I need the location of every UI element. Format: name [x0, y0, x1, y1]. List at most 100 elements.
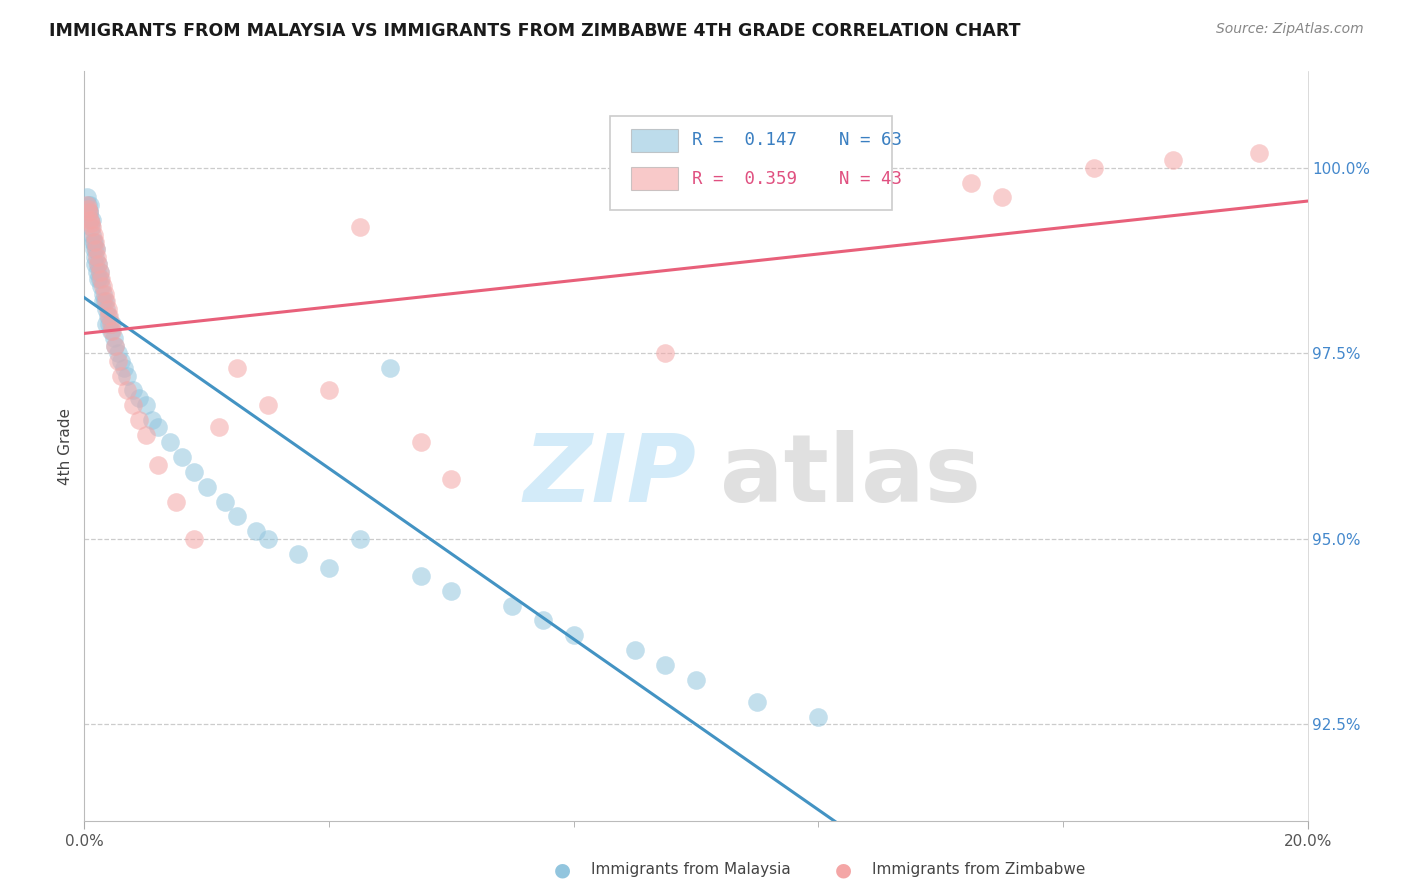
Point [104, 339, 127, 353]
Text: ●: ● [554, 860, 571, 880]
Point [122, 384, 145, 398]
Point [208, 420, 231, 434]
Point [1161, 153, 1184, 168]
Point [91, 294, 114, 309]
Text: ●: ● [835, 860, 852, 880]
Point [146, 420, 169, 434]
Point [90, 279, 112, 293]
Point [135, 398, 157, 412]
Point [245, 524, 267, 539]
Point [77, 202, 100, 216]
Point [94, 294, 117, 309]
Point [409, 569, 432, 583]
Point [80, 220, 103, 235]
Point [135, 428, 157, 442]
Point [287, 547, 309, 561]
Point [146, 458, 169, 472]
Point [960, 176, 983, 190]
Point [562, 628, 585, 642]
Point [103, 331, 125, 345]
Point [77, 205, 100, 219]
Text: R =  0.147    N = 63: R = 0.147 N = 63 [692, 131, 903, 149]
Point [97, 301, 120, 316]
Point [89, 265, 111, 279]
Point [79, 198, 101, 212]
Point [83, 227, 105, 242]
Point [96, 317, 118, 331]
Point [80, 220, 103, 235]
Point [90, 272, 112, 286]
Point [257, 398, 280, 412]
FancyBboxPatch shape [610, 116, 891, 210]
Point [101, 317, 124, 331]
Text: IMMIGRANTS FROM MALAYSIA VS IMMIGRANTS FROM ZIMBABWE 4TH GRADE CORRELATION CHART: IMMIGRANTS FROM MALAYSIA VS IMMIGRANTS F… [49, 22, 1021, 40]
Point [83, 243, 105, 257]
Point [115, 368, 138, 383]
Point [1247, 145, 1270, 160]
Text: R =  0.359    N = 43: R = 0.359 N = 43 [692, 169, 903, 187]
Text: Immigrants from Zimbabwe: Immigrants from Zimbabwe [872, 863, 1085, 877]
Point [76, 190, 98, 204]
Point [183, 532, 205, 546]
Point [89, 272, 111, 286]
Text: Immigrants from Malaysia: Immigrants from Malaysia [591, 863, 790, 877]
Point [440, 472, 463, 486]
Point [747, 695, 769, 709]
Y-axis label: 4th Grade: 4th Grade [58, 408, 73, 484]
Point [1083, 161, 1105, 175]
Point [86, 265, 108, 279]
Point [195, 480, 218, 494]
Point [79, 212, 101, 227]
Point [87, 257, 110, 271]
Point [97, 309, 120, 323]
Point [654, 346, 676, 360]
Point [84, 243, 107, 257]
Point [654, 657, 676, 672]
Point [409, 435, 432, 450]
Point [226, 361, 249, 376]
Point [87, 257, 110, 271]
Point [349, 532, 371, 546]
Point [128, 391, 150, 405]
Point [84, 257, 107, 271]
FancyBboxPatch shape [631, 168, 678, 190]
Text: ZIP: ZIP [523, 430, 696, 522]
Point [214, 494, 236, 508]
Point [440, 583, 463, 598]
Point [91, 279, 114, 293]
Point [104, 339, 127, 353]
Point [83, 235, 105, 249]
Point [80, 216, 103, 230]
Text: atlas: atlas [720, 430, 981, 522]
Point [100, 324, 122, 338]
Text: Source: ZipAtlas.com: Source: ZipAtlas.com [1216, 22, 1364, 37]
Point [165, 494, 187, 508]
Point [128, 413, 150, 427]
Point [84, 243, 107, 257]
Point [807, 710, 830, 724]
Point [318, 384, 340, 398]
Point [91, 287, 114, 301]
Point [159, 435, 181, 450]
Point [502, 599, 524, 613]
Point [87, 272, 110, 286]
Point [115, 384, 138, 398]
Point [172, 450, 194, 464]
Point [77, 198, 100, 212]
Point [97, 309, 120, 323]
Point [77, 205, 100, 219]
Point [94, 301, 117, 316]
Point [101, 324, 124, 338]
Point [76, 198, 98, 212]
Point [97, 317, 120, 331]
Point [86, 250, 108, 264]
Point [624, 643, 647, 657]
Point [991, 190, 1014, 204]
Point [82, 235, 104, 249]
Point [107, 346, 129, 360]
Point [141, 413, 163, 427]
Point [226, 509, 249, 524]
Point [349, 220, 371, 235]
Point [79, 212, 101, 227]
FancyBboxPatch shape [631, 129, 678, 152]
